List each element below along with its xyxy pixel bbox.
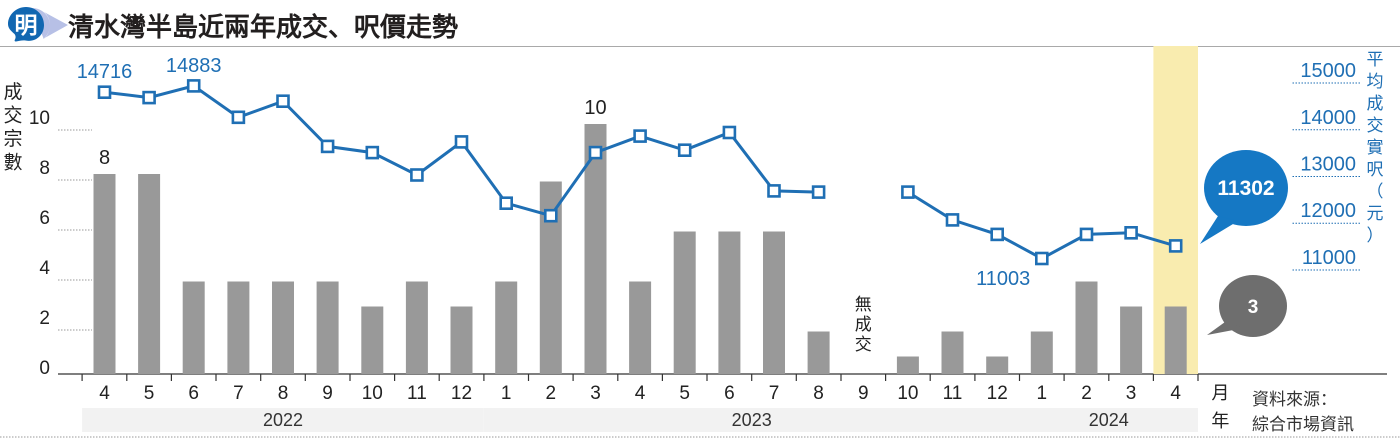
svg-text:3: 3 [1248,297,1259,318]
svg-text:8: 8 [39,158,50,179]
svg-text:實: 實 [1367,138,1384,157]
svg-text:元: 元 [1367,204,1384,223]
svg-text:2022: 2022 [263,410,303,430]
svg-text:2: 2 [546,383,557,404]
svg-text:成: 成 [1367,94,1384,113]
svg-text:11302: 11302 [1217,177,1274,200]
svg-text:綜合市場資訊: 綜合市場資訊 [1252,415,1354,434]
svg-text:6: 6 [188,383,199,404]
svg-text:3: 3 [590,383,601,404]
svg-text:8: 8 [813,383,824,404]
svg-text:10: 10 [29,108,50,129]
svg-text:11: 11 [407,383,427,404]
svg-text:月: 月 [1211,383,1229,403]
svg-text:成: 成 [855,315,872,334]
svg-text:10: 10 [362,383,383,404]
svg-text:6: 6 [724,383,735,404]
svg-text:均: 均 [1367,72,1384,91]
svg-text:14000: 14000 [1300,107,1356,129]
svg-text:1: 1 [1037,383,1048,404]
svg-text:6: 6 [39,208,50,229]
svg-text:無: 無 [855,295,872,314]
svg-text:4: 4 [635,383,646,404]
svg-text:3: 3 [1126,383,1137,404]
svg-text:10: 10 [584,97,606,119]
svg-text:資料來源：: 資料來源： [1252,390,1337,409]
svg-text:1: 1 [501,383,512,404]
svg-text:5: 5 [144,383,155,404]
svg-text:交: 交 [1367,116,1384,135]
svg-text:11000: 11000 [1302,247,1356,269]
svg-text:2024: 2024 [1089,410,1129,430]
svg-text:）: ） [1367,226,1384,245]
svg-text:4: 4 [99,383,110,404]
svg-text:宗: 宗 [3,128,22,150]
svg-text:年: 年 [1211,411,1229,431]
svg-text:7: 7 [233,383,244,404]
svg-text:11003: 11003 [976,268,1030,290]
svg-text:數: 數 [3,152,22,174]
svg-text:12: 12 [451,383,472,404]
svg-text:交: 交 [855,335,872,354]
svg-text:0: 0 [39,358,50,379]
svg-text:8: 8 [99,147,110,169]
svg-text:5: 5 [679,383,690,404]
svg-text:4: 4 [39,258,50,279]
svg-text:8: 8 [278,383,289,404]
svg-text:呎: 呎 [1367,160,1384,179]
svg-text:14883: 14883 [166,55,222,77]
svg-text:15000: 15000 [1300,60,1356,82]
svg-text:平: 平 [1367,50,1384,69]
svg-text:2: 2 [1081,383,1092,404]
svg-text:10: 10 [897,383,918,404]
svg-text:交: 交 [3,105,22,127]
svg-text:13000: 13000 [1300,154,1356,176]
svg-text:14716: 14716 [77,61,133,83]
svg-text:12000: 12000 [1300,200,1356,222]
svg-text:明: 明 [15,12,38,38]
svg-text:12: 12 [987,383,1008,404]
svg-text:成: 成 [3,81,22,103]
svg-text:4: 4 [1170,383,1181,404]
svg-text:9: 9 [858,383,869,404]
svg-text:（: （ [1367,182,1384,201]
svg-text:7: 7 [769,383,780,404]
svg-text:11: 11 [943,383,963,404]
svg-text:9: 9 [322,383,333,404]
svg-text:2023: 2023 [732,410,772,430]
svg-text:2: 2 [39,308,50,329]
